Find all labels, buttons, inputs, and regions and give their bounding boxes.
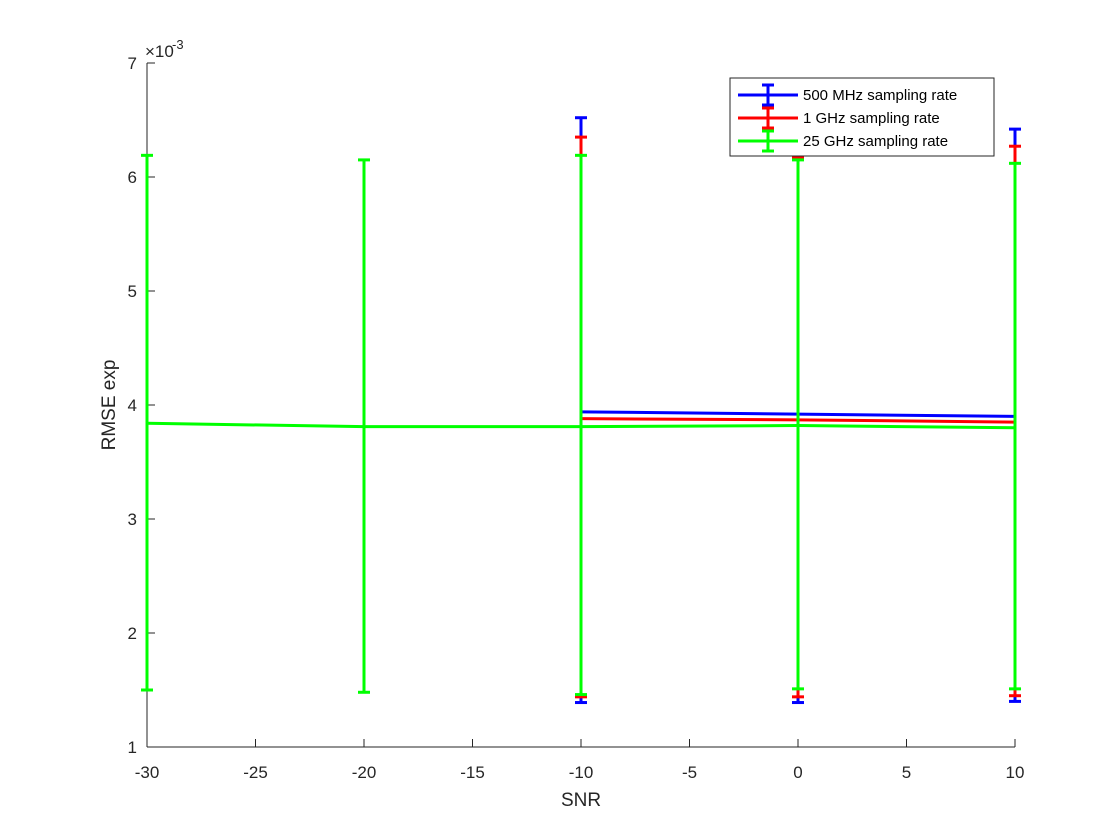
y-tick-label: 5: [128, 282, 137, 301]
legend: 500 MHz sampling rate 1 GHz sampling rate…: [730, 78, 994, 156]
y-tick-label: 1: [128, 738, 137, 757]
x-tick-label: -25: [243, 763, 268, 782]
y-tick-label: 3: [128, 510, 137, 529]
x-tick-label: -15: [460, 763, 485, 782]
x-tick-label: 10: [1006, 763, 1025, 782]
legend-label: 500 MHz sampling rate: [803, 87, 957, 104]
legend-item: 1 GHz sampling rate: [738, 108, 940, 128]
y-exponent-power: -3: [172, 37, 184, 52]
y-axis-title: RMSE exp: [99, 360, 120, 451]
y-exponent-base: ×10: [145, 42, 174, 61]
y-tick-label: 7: [128, 54, 137, 73]
legend-label: 1 GHz sampling rate: [803, 110, 940, 127]
y-tick-label: 4: [128, 396, 137, 415]
x-axis-title: SNR: [561, 790, 601, 811]
x-tick-label: -10: [569, 763, 594, 782]
legend-label: 25 GHz sampling rate: [803, 133, 948, 150]
y-tick-label: 2: [128, 624, 137, 643]
y-tick-label: 6: [128, 168, 137, 187]
x-tick-label: -5: [682, 763, 697, 782]
x-tick-label: -20: [352, 763, 377, 782]
x-tick-label: -30: [135, 763, 160, 782]
x-tick-label: 0: [793, 763, 802, 782]
x-tick-label: 5: [902, 763, 911, 782]
